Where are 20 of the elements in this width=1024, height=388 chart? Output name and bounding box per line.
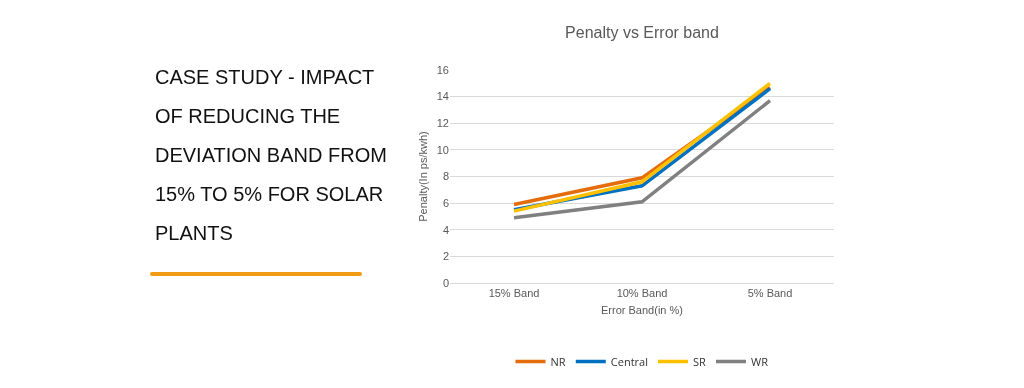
y-tick-label: 12 <box>436 117 449 130</box>
y-tick-label: 6 <box>442 196 449 209</box>
y-tick-label: 8 <box>442 170 449 183</box>
x-tick-label: 15% Band <box>488 287 540 300</box>
chart-title: Penalty vs Error band <box>565 24 719 42</box>
legend-label: NR <box>550 353 566 369</box>
legend-label: Central <box>610 353 648 369</box>
y-tick-label: 0 <box>442 276 449 289</box>
x-tick-label: 5% Band <box>747 287 793 300</box>
y-axis-title: Penalty(In ps/kwh) <box>417 131 430 222</box>
y-tick-label: 16 <box>436 63 449 76</box>
y-tick-label: 10 <box>436 143 449 156</box>
x-tick-label: 10% Band <box>616 287 668 300</box>
y-tick-label: 2 <box>442 250 449 263</box>
x-axis-title: Error Band(in %) <box>601 304 683 317</box>
legend-label: WR <box>750 353 769 369</box>
y-tick-label: 14 <box>436 90 449 103</box>
y-tick-label: 4 <box>442 223 449 236</box>
text: CASE STUDY - IMPACT OF REDUCING THE DEVIATION BAND FROM 15% TO 5% FOR SOLAR PLANTS <box>155 65 388 246</box>
legend-label: SR <box>692 353 706 369</box>
